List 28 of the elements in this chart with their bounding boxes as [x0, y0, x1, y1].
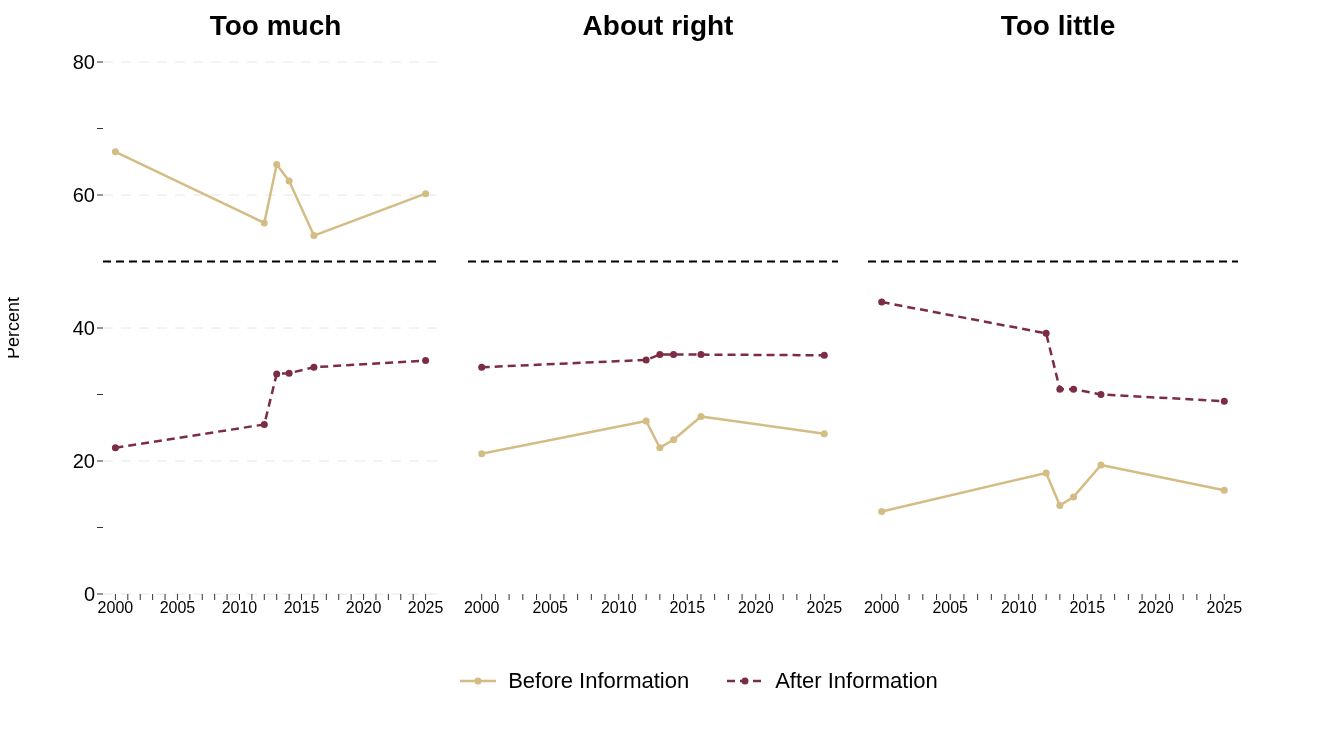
- x-tick-label: 2010: [221, 599, 258, 617]
- x-tick-label: 2005: [932, 599, 969, 617]
- x-tick-label: 2010: [600, 599, 637, 617]
- x-tick-label: 2015: [669, 599, 706, 617]
- legend-label: After Information: [775, 668, 938, 694]
- x-tick-label: 2020: [737, 599, 774, 617]
- y-tick-label: 0: [83, 583, 95, 606]
- x-tick-label: 2005: [532, 599, 569, 617]
- x-tick-label: 2005: [159, 599, 196, 617]
- legend-label: Before Information: [508, 668, 690, 694]
- y-tick-label: 60: [72, 184, 95, 207]
- chart-title: Too much: [208, 9, 343, 43]
- y-tick-label: 80: [72, 51, 95, 74]
- x-tick-label: 2015: [283, 599, 320, 617]
- x-tick-label: 2000: [463, 599, 500, 617]
- x-tick-label: 2015: [1069, 599, 1106, 617]
- x-tick-label: 2010: [1000, 599, 1037, 617]
- chart-title: Too little: [999, 9, 1117, 43]
- x-tick-label: 2025: [1206, 599, 1243, 617]
- y-tick-label: 40: [72, 317, 95, 340]
- chart-title: About right: [581, 9, 735, 43]
- x-tick-label: 2000: [863, 599, 900, 617]
- x-tick-label: 2000: [97, 599, 134, 617]
- x-tick-label: 2020: [1137, 599, 1174, 617]
- x-tick-label: 2025: [407, 599, 444, 617]
- x-tick-label: 2025: [806, 599, 843, 617]
- x-tick-label: 2020: [345, 599, 382, 617]
- y-tick-label: 20: [72, 450, 95, 473]
